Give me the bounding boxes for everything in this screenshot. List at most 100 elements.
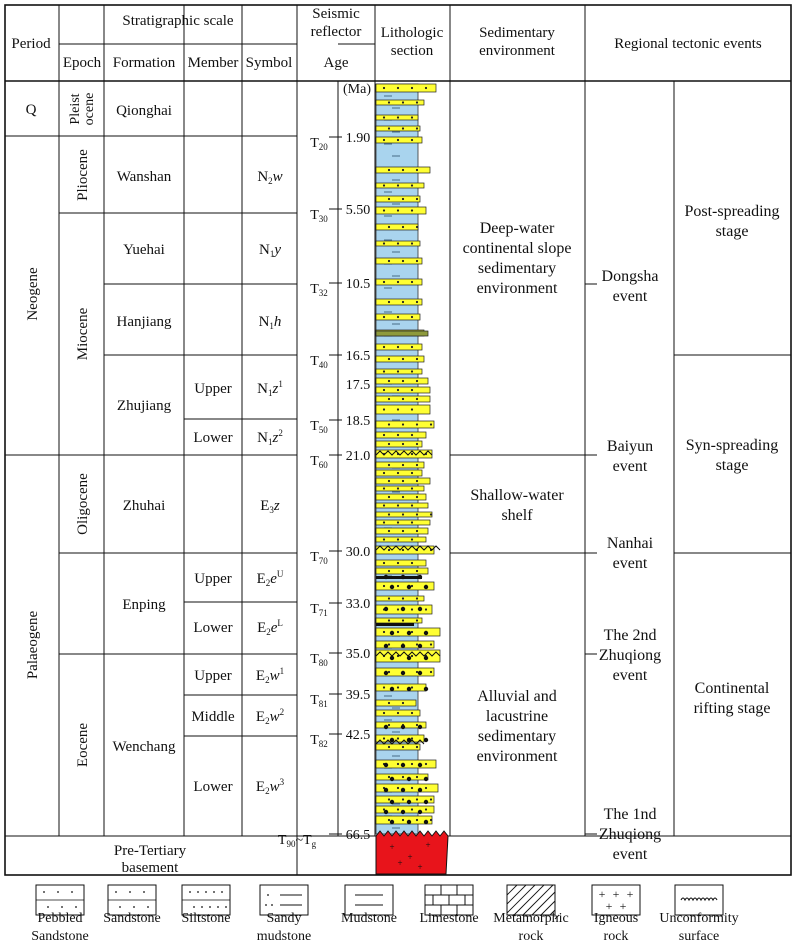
age-value: 30.0 <box>346 545 371 560</box>
sand-dot <box>396 471 400 475</box>
member-wenchang-middle: Middle <box>191 709 235 725</box>
sandy-mudstone-label-2: mudstone <box>257 929 311 944</box>
sand-dot <box>424 608 428 611</box>
metamorphic-rock-pattern <box>506 884 560 920</box>
sandstone-bed <box>375 223 419 231</box>
sand-dot <box>401 569 405 573</box>
pebble <box>389 819 395 825</box>
age-value: 35.0 <box>346 647 371 662</box>
symbol-n2w: N2w <box>257 169 282 186</box>
sand-dot <box>387 619 391 622</box>
sand-dot <box>387 818 391 822</box>
sand-dot <box>382 370 386 373</box>
sandstone-bed <box>375 493 427 501</box>
header-symbol: Symbol <box>246 55 293 71</box>
sand-dot <box>382 686 386 689</box>
unconformity-line <box>375 651 441 657</box>
sand-dot <box>410 538 414 541</box>
sand-dot <box>410 345 414 349</box>
sandstone-bed <box>375 783 439 793</box>
sand-dot <box>415 379 419 383</box>
coal-bed <box>376 576 422 579</box>
metamorphic-rock-label: Metamorphic <box>493 911 568 926</box>
pebble <box>383 670 389 676</box>
igneous-mark: + <box>397 858 402 868</box>
stage-post-2: stage <box>716 223 749 240</box>
sand-dot <box>396 138 400 142</box>
sand-dot <box>396 345 400 349</box>
sand-dot <box>429 670 433 674</box>
sand-dot <box>396 388 400 392</box>
age-value: 33.0 <box>346 597 371 612</box>
unconformity-surface-pattern <box>680 897 718 902</box>
sandstone-bed <box>375 743 421 751</box>
pebble <box>406 655 412 661</box>
sand-dot <box>382 388 386 392</box>
symbol-e2w3: E2w3 <box>256 777 285 796</box>
pebble <box>389 686 395 692</box>
igneous-mark: + <box>389 842 394 852</box>
member-enping-upper: Upper <box>194 571 232 587</box>
pebble <box>406 584 412 590</box>
sand-dot <box>387 357 391 361</box>
header-epoch: Epoch <box>63 55 102 71</box>
metamorphic-rock-label-2: rock <box>519 929 544 944</box>
sand-dot <box>387 259 391 263</box>
siltstone-legend-item: Siltstone <box>181 884 231 926</box>
event-zhuqiong1-3: event <box>613 846 648 863</box>
age-value: 21.0 <box>346 449 371 464</box>
sand-dot <box>387 495 391 499</box>
epoch-pleistocene-2: ocene <box>82 93 97 126</box>
sand-dot <box>382 711 386 715</box>
pebbled-sandstone-label-2: Sandstone <box>31 929 89 944</box>
basement-label-1: Pre-Tertiary <box>114 843 187 859</box>
event-zhuqiong1-1: The 1nd <box>604 806 657 823</box>
sand-dot <box>396 433 400 437</box>
sand-dot <box>387 197 391 201</box>
sand-dot <box>410 315 414 319</box>
sand-dot <box>387 127 391 130</box>
header-regional-events: Regional tectonic events <box>614 36 762 52</box>
symbol-e2eu: E2eU <box>257 569 284 588</box>
sand-dot <box>415 463 419 467</box>
igneous-mark: + <box>417 862 422 872</box>
sandstone-bed <box>375 581 435 591</box>
sand-dot <box>415 101 419 104</box>
sand-dot <box>382 408 386 411</box>
pebble <box>406 819 412 825</box>
age-value: 66.5 <box>346 828 371 843</box>
unconformity-surface-swatch <box>674 884 724 916</box>
sand-dot <box>410 86 414 90</box>
pebble <box>389 737 395 743</box>
pebble <box>406 630 412 636</box>
sand-dot <box>396 487 400 490</box>
sandstone-bed <box>375 759 437 769</box>
siltstone-label: Siltstone <box>181 911 230 926</box>
sand-dot <box>382 138 386 142</box>
header-formation: Formation <box>113 55 176 71</box>
period-neogene: Neogene <box>25 267 41 321</box>
sand-dot <box>387 670 391 674</box>
sandy-mudstone-swatch <box>259 884 309 916</box>
header-reflector: reflector <box>311 24 362 40</box>
env-deep-2: continental slope <box>463 240 572 257</box>
table-frame <box>4 4 792 876</box>
mudstone-pattern <box>355 894 383 906</box>
age-value: 18.5 <box>346 414 371 429</box>
unconformity-surface-legend-item: Unconformity surface <box>659 884 739 944</box>
sand-dot <box>387 597 391 600</box>
pebble <box>423 655 429 661</box>
sand-dot <box>387 548 391 552</box>
pebble <box>389 799 395 805</box>
svg-text:+: + <box>606 899 613 913</box>
pebble <box>417 574 423 580</box>
pebble <box>383 643 389 649</box>
event-nanhai-1: Nanhai <box>607 535 654 552</box>
pebble <box>423 584 429 590</box>
sand-dot <box>415 798 419 801</box>
sand-dot <box>382 433 386 437</box>
reflector-label: T71 <box>310 602 328 618</box>
stage-rift-2: rifting stage <box>694 700 771 717</box>
event-dongsha-2: event <box>613 288 648 305</box>
